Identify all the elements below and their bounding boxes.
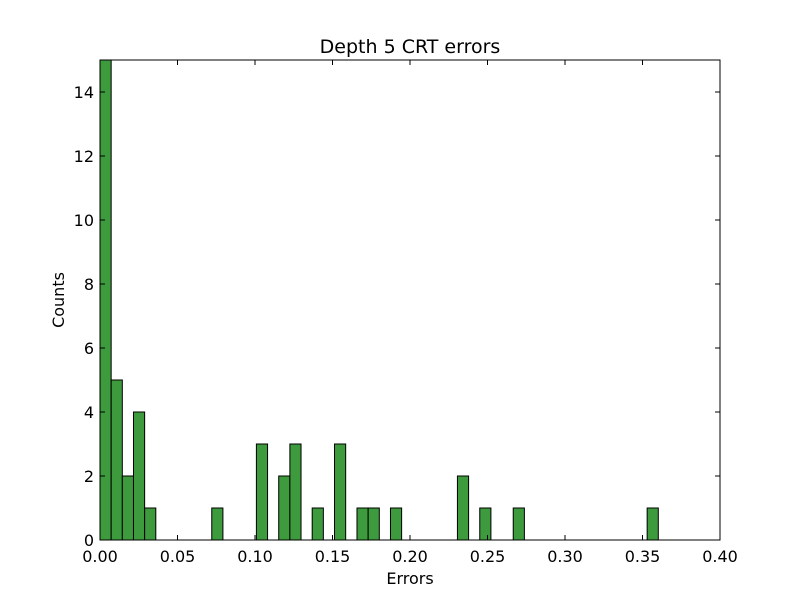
y-tick-label-4: 8 — [84, 275, 94, 294]
y-tick-label-7: 14 — [74, 83, 94, 102]
ticks-group: 0.00 0.05 0.10 0.15 0.20 0.25 0.30 0.35 0.40 0 2 4 6… — [74, 60, 738, 566]
y-tick-label-5: 10 — [74, 211, 94, 230]
y-tick-label-0: 0 — [84, 531, 94, 550]
x-tick-label-8: 0.40 — [702, 547, 738, 566]
histogram-bar-7 — [278, 475, 291, 541]
histogram-bar-6 — [255, 443, 269, 541]
histogram-bar-9 — [311, 507, 324, 541]
x-tick-label-5: 0.25 — [470, 547, 506, 566]
histogram-bar-15 — [479, 507, 492, 541]
y-axis-title: Counts — [49, 272, 68, 328]
y-tick-label-2: 4 — [84, 403, 94, 422]
histogram-bar-12 — [367, 507, 380, 541]
x-tick-label-2: 0.10 — [237, 547, 273, 566]
histogram-bar-5 — [211, 507, 224, 541]
plot-frame — [99, 59, 721, 541]
histogram-bar-14 — [456, 475, 470, 541]
histogram-bar-1 — [110, 379, 123, 541]
histogram-bar-13 — [389, 507, 403, 541]
histogram-bar-8 — [289, 443, 302, 541]
chart-title: Depth 5 CRT errors — [320, 36, 501, 58]
y-tick-label-1: 2 — [84, 467, 94, 486]
x-tick-label-4: 0.20 — [392, 547, 428, 566]
histogram-bar-4 — [144, 507, 157, 541]
x-tick-label-1: 0.05 — [160, 547, 196, 566]
x-tick-label-7: 0.35 — [625, 547, 661, 566]
histogram-bar-2 — [121, 475, 134, 541]
histogram-bar-3 — [132, 411, 146, 541]
x-tick-label-0: 0.00 — [82, 547, 118, 566]
y-tick-label-3: 6 — [84, 339, 94, 358]
histogram-bar-10 — [334, 443, 347, 541]
histogram-bar-11 — [356, 507, 369, 541]
histogram-bar-0 — [99, 59, 112, 541]
y-tick-label-6: 12 — [74, 147, 94, 166]
x-axis-title: Errors — [386, 569, 433, 588]
x-tick-label-6: 0.30 — [547, 547, 583, 566]
x-tick-label-3: 0.15 — [315, 547, 351, 566]
histogram-bar-17 — [646, 507, 659, 541]
histogram-bar-16 — [512, 507, 525, 541]
